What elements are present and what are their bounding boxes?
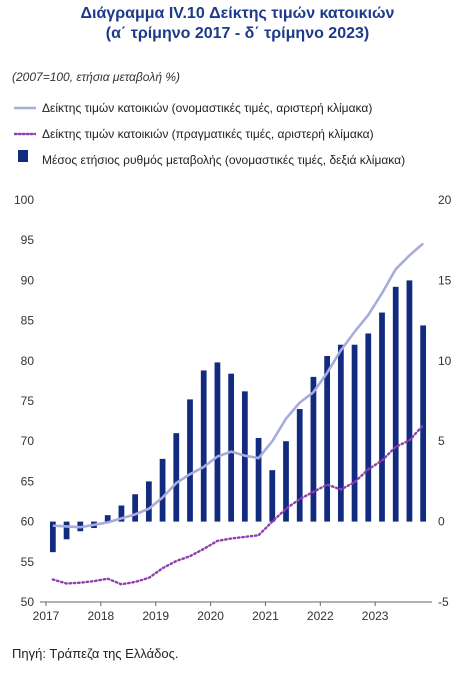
legend-item-real: Δείκτης τιμών κατοικιών (πραγματικές τιμ… — [12, 122, 467, 148]
bar — [365, 333, 372, 522]
bar — [255, 437, 262, 522]
series-line-nominal — [52, 242, 425, 529]
bar — [173, 433, 180, 522]
chart-title-line1: Διάγραμμα IV.10 Δείκτης τιμών κατοικιών — [80, 5, 395, 22]
chart-legend: Δείκτης τιμών κατοικιών (ονομαστικές τιμ… — [12, 96, 467, 174]
right-tick-label: 0 — [438, 515, 445, 529]
right-tick-label: 15 — [438, 273, 452, 287]
bar — [351, 344, 358, 522]
bar — [49, 521, 56, 553]
left-tick-label: 60 — [21, 515, 35, 529]
legend-item-nominal: Δείκτης τιμών κατοικιών (ονομαστικές τιμ… — [12, 96, 467, 122]
x-tick-label: 2023 — [362, 609, 389, 623]
bar — [379, 312, 385, 522]
bar — [337, 344, 344, 522]
left-tick-label: 75 — [21, 394, 35, 408]
chart-title-line2: (α΄ τρίμηνο 2017 - δ΄ τρίμηνο 2023) — [105, 25, 370, 42]
bar — [324, 355, 331, 522]
legend-label-real: Δείκτης τιμών κατοικιών (πραγματικές τιμ… — [42, 127, 374, 141]
x-tick-label: 2019 — [142, 609, 169, 623]
legend-dotted-line-icon — [14, 132, 36, 136]
x-tick-label: 2018 — [88, 609, 115, 623]
legend-item-bars: Μέσος ετήσιος ρυθμός μεταβολής (ονομαστι… — [12, 148, 467, 174]
x-tick-label: 2022 — [307, 609, 334, 623]
left-tick-label: 65 — [21, 474, 35, 488]
bar — [310, 376, 317, 522]
line-series — [51, 242, 425, 586]
bar — [104, 515, 111, 522]
bar — [420, 325, 427, 522]
bar — [145, 481, 152, 522]
bar — [228, 373, 235, 522]
left-tick-label: 100 — [14, 193, 34, 207]
bar — [187, 399, 193, 522]
right-tick-label: 20 — [438, 193, 452, 207]
left-tick-label: 90 — [21, 273, 35, 287]
x-tick-label: 2017 — [33, 609, 60, 623]
x-tick-label: 2020 — [197, 609, 224, 623]
chart-subtitle: (2007=100, ετήσια μεταβολή %) — [12, 70, 180, 84]
left-axis: 50 55 60 65 70 75 80 85 90 95 100 — [14, 193, 34, 609]
bar-series — [49, 280, 427, 553]
right-axis: -5 0 5 10 15 20 — [438, 193, 452, 609]
bar — [406, 280, 413, 522]
legend-bar-icon — [18, 150, 28, 162]
left-tick-label: 80 — [21, 354, 35, 368]
bar — [200, 370, 207, 522]
bar — [118, 505, 125, 522]
legend-solid-line-icon — [14, 106, 36, 110]
legend-label-bars: Μέσος ετήσιος ρυθμός μεταβολής (ονομαστι… — [42, 153, 406, 167]
chart-title: Διάγραμμα IV.10 Δείκτης τιμών κατοικιών … — [0, 4, 475, 44]
x-tick-label: 2021 — [252, 609, 279, 623]
bar — [63, 521, 70, 540]
legend-label-nominal: Δείκτης τιμών κατοικιών (ονομαστικές τιμ… — [42, 101, 373, 115]
right-tick-label: -5 — [438, 595, 449, 609]
bar — [132, 494, 139, 522]
bar — [392, 286, 399, 522]
x-axis: 2017 2018 2019 2020 2021 2022 2023 — [33, 601, 432, 623]
bar — [283, 441, 289, 522]
right-tick-label: 5 — [438, 434, 445, 448]
bar — [214, 362, 221, 522]
left-tick-label: 85 — [21, 314, 35, 328]
bar — [296, 409, 303, 522]
left-tick-label: 50 — [21, 595, 35, 609]
left-tick-label: 55 — [21, 555, 35, 569]
left-tick-label: 95 — [21, 233, 35, 247]
left-tick-label: 70 — [21, 434, 35, 448]
right-tick-label: 10 — [438, 354, 452, 368]
bar — [269, 470, 276, 522]
source-note: Πηγή: Τράπεζα της Ελλάδος. — [12, 646, 179, 661]
series-line-real — [51, 423, 425, 586]
bar — [159, 458, 166, 522]
